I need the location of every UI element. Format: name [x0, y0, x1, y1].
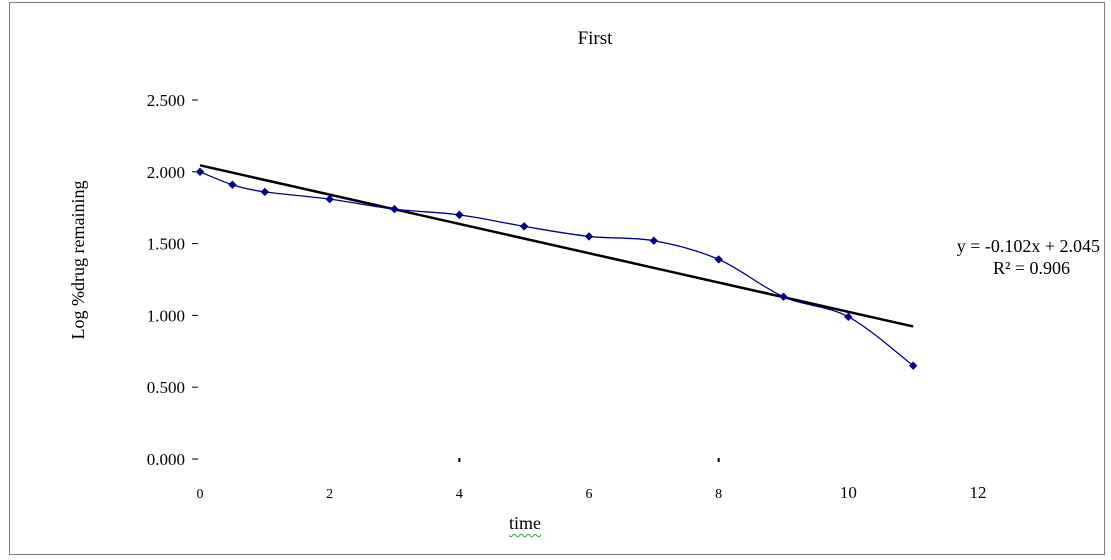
x-tick-label: 8 [715, 487, 722, 502]
series-line [199, 171, 914, 367]
data-point [779, 292, 788, 301]
data-point [649, 236, 659, 245]
x-tick-label: 10 [840, 483, 857, 502]
data-point [260, 187, 270, 197]
chart-title: First [577, 28, 613, 49]
y-tick-label: 0.000 [147, 450, 185, 469]
data-point [195, 167, 205, 176]
data-point [325, 194, 334, 204]
x-tick-label: 4 [456, 487, 463, 502]
x-tick-label: 6 [586, 487, 593, 502]
x-axis-label: time [509, 513, 541, 533]
data-point [390, 204, 399, 214]
trendline-equation: y = -0.102x + 2.045 [956, 236, 1100, 256]
data-point [714, 255, 723, 264]
y-axis-label: Log %drug remaining [68, 180, 88, 340]
data-point [455, 210, 464, 220]
y-tick-label: 2.000 [147, 163, 185, 182]
chart-frame [9, 2, 1105, 555]
trendline [199, 164, 914, 328]
data-point [519, 222, 529, 231]
trendline-group [199, 164, 914, 328]
x-tick-label: 2 [326, 487, 333, 502]
x-tick-label: 0 [197, 487, 204, 502]
trendline-r-squared: R² = 0.906 [992, 258, 1070, 278]
x-tick-label: 12 [970, 483, 987, 502]
y-tick-label: 2.500 [147, 91, 185, 110]
y-tick-label: 1.000 [147, 306, 185, 325]
data-point [908, 361, 918, 370]
y-tick-label: 1.500 [147, 235, 185, 254]
series-group [195, 167, 918, 370]
y-axis-ticks: 0.000 0.500 1.000 1.500 2.000 2.500 [147, 91, 198, 469]
x-axis-ticks: 0 2 4 6 8 10 12 [197, 458, 987, 502]
data-point [584, 232, 594, 241]
data-point [844, 312, 853, 322]
data-point [228, 180, 237, 189]
y-tick-label: 0.500 [147, 378, 185, 397]
